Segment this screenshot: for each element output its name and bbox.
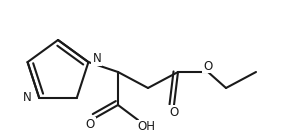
Text: O: O: [85, 117, 95, 130]
Text: O: O: [203, 60, 213, 73]
Text: N: N: [23, 91, 31, 104]
Text: OH: OH: [137, 121, 155, 134]
Text: O: O: [169, 106, 179, 118]
Text: N: N: [92, 52, 101, 65]
